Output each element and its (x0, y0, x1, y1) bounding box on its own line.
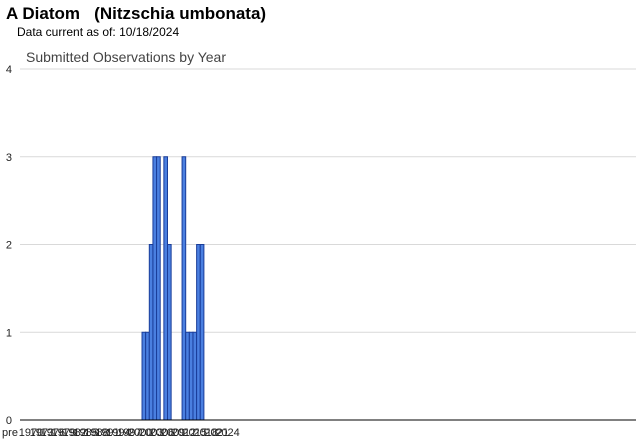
x-tick-label: pre (2, 427, 18, 439)
bar (199, 244, 205, 421)
data-current-note: Data current as of: 10/18/2024 (17, 25, 179, 39)
bar (145, 331, 150, 421)
x-tick-label: 2015 (183, 427, 207, 439)
x-tick-label: 1973 (30, 427, 54, 439)
species-title: A Diatom (Nitzschia umbonata) (6, 4, 266, 24)
x-tick-label: 2006 (150, 427, 174, 439)
x-tick-label: 1976 (41, 427, 65, 439)
y-tick-label: 2 (6, 240, 12, 252)
y-tick-label: 0 (6, 415, 12, 427)
x-tick-label: 2021 (204, 427, 228, 439)
x-tick-label: 1997 (117, 427, 141, 439)
x-tick-label: 1979 (52, 427, 76, 439)
common-name: A Diatom (6, 4, 80, 23)
data-current-date: 10/18/2024 (119, 25, 180, 39)
x-tick-label: 1982 (62, 427, 86, 439)
x-tick-label: 2003 (139, 427, 163, 439)
x-tick-label: 1991 (95, 427, 119, 439)
x-tick-label: 1970 (19, 427, 43, 439)
bar (192, 331, 198, 421)
chart-title: Submitted Observations by Year (26, 49, 227, 65)
bar (163, 156, 169, 421)
bar (141, 331, 147, 421)
bar (167, 244, 172, 421)
bar (196, 244, 201, 421)
data-current-label: Data current as of: (17, 25, 116, 39)
bar (188, 331, 194, 421)
tick-labels: 0 1 2 3 4 pre 19701973197619791982198519881991… (2, 64, 240, 439)
x-tick-label: 2012 (172, 427, 196, 439)
bar (185, 331, 190, 421)
scientific-name: (Nitzschia umbonata) (94, 4, 267, 23)
x-tick-label: 2024 (215, 427, 239, 439)
x-tick-label: 1985 (73, 427, 97, 439)
bar (148, 244, 154, 421)
y-tick-label: 1 (6, 327, 12, 339)
bar (152, 156, 158, 421)
x-tick-label: 1994 (106, 427, 130, 439)
x-tick-label: 2018 (193, 427, 217, 439)
gridlines (20, 68, 636, 333)
bar (156, 156, 161, 421)
bar (181, 156, 187, 421)
x-tick-label: 2000 (128, 427, 152, 439)
y-tick-label: 3 (6, 152, 12, 164)
x-tick-label: 2009 (161, 427, 185, 439)
bars (141, 156, 205, 421)
x-tick-label: 1988 (84, 427, 108, 439)
y-tick-label: 4 (6, 64, 12, 76)
